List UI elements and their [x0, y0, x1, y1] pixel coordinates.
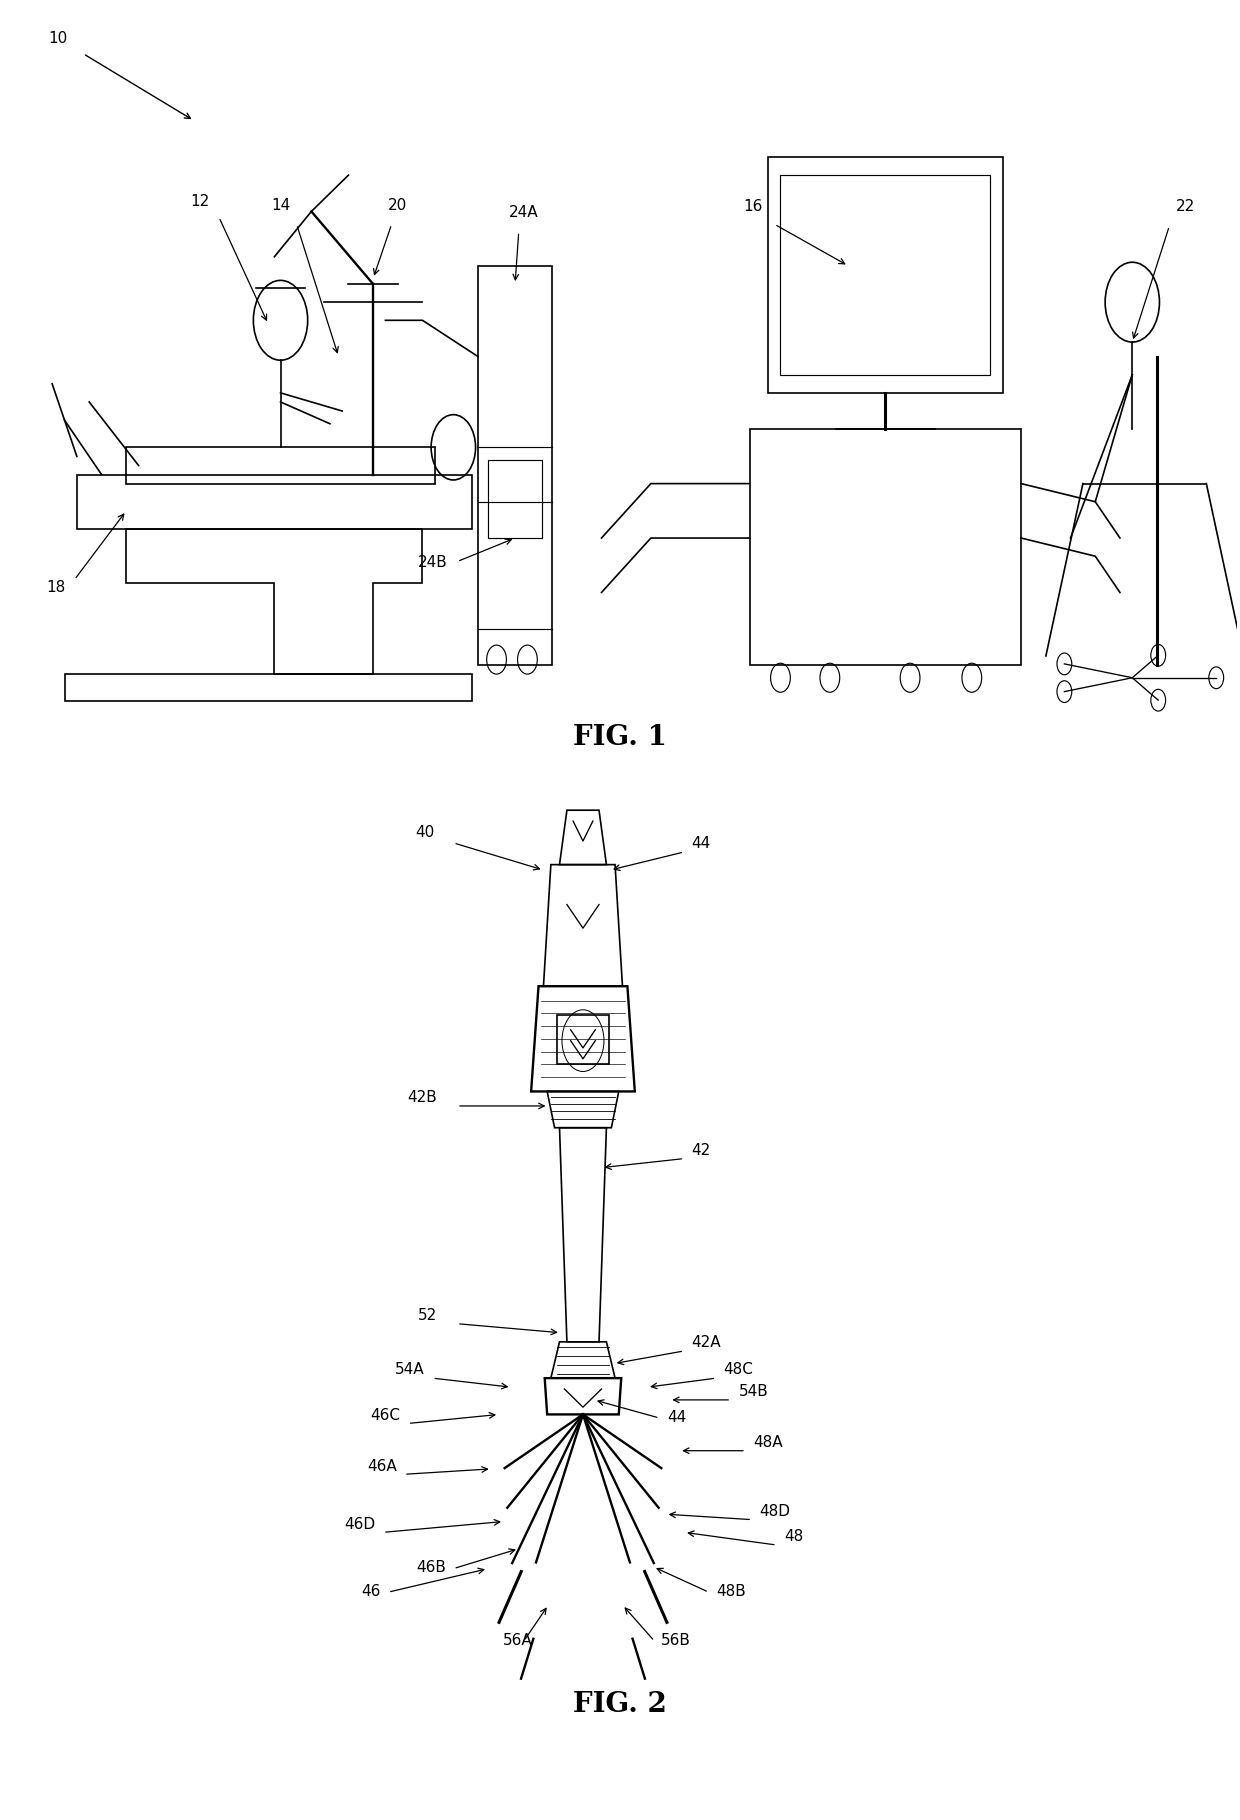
Text: 22: 22: [1176, 200, 1195, 215]
Text: 46: 46: [361, 1583, 381, 1598]
Text: 46D: 46D: [345, 1516, 376, 1532]
Text: 10: 10: [48, 31, 68, 46]
Text: 54B: 54B: [739, 1385, 769, 1400]
Text: 44: 44: [667, 1410, 686, 1425]
Text: 14: 14: [270, 198, 290, 213]
Text: 16: 16: [744, 200, 763, 215]
Text: 44: 44: [692, 837, 711, 852]
Text: 18: 18: [46, 581, 66, 595]
Text: 56A: 56A: [502, 1633, 532, 1647]
Text: 48B: 48B: [717, 1583, 746, 1598]
Text: 42B: 42B: [408, 1090, 438, 1105]
Text: 48A: 48A: [754, 1436, 782, 1451]
Text: 40: 40: [415, 826, 435, 841]
Text: 52: 52: [418, 1309, 438, 1323]
Text: 42: 42: [692, 1143, 711, 1158]
Text: 54A: 54A: [396, 1363, 425, 1378]
Text: 12: 12: [191, 195, 210, 209]
Text: 24A: 24A: [508, 206, 538, 220]
Text: 42A: 42A: [692, 1336, 722, 1350]
Text: 24B: 24B: [418, 555, 448, 570]
Text: 46B: 46B: [417, 1560, 446, 1576]
Text: FIG. 1: FIG. 1: [573, 724, 667, 752]
Text: 46A: 46A: [367, 1458, 397, 1474]
Text: FIG. 2: FIG. 2: [573, 1691, 667, 1718]
Text: 48: 48: [784, 1529, 804, 1545]
Text: 48D: 48D: [759, 1503, 790, 1520]
Text: 56B: 56B: [661, 1633, 691, 1647]
Text: 20: 20: [388, 198, 408, 213]
Text: 48C: 48C: [724, 1363, 754, 1378]
Text: 46C: 46C: [371, 1409, 401, 1423]
